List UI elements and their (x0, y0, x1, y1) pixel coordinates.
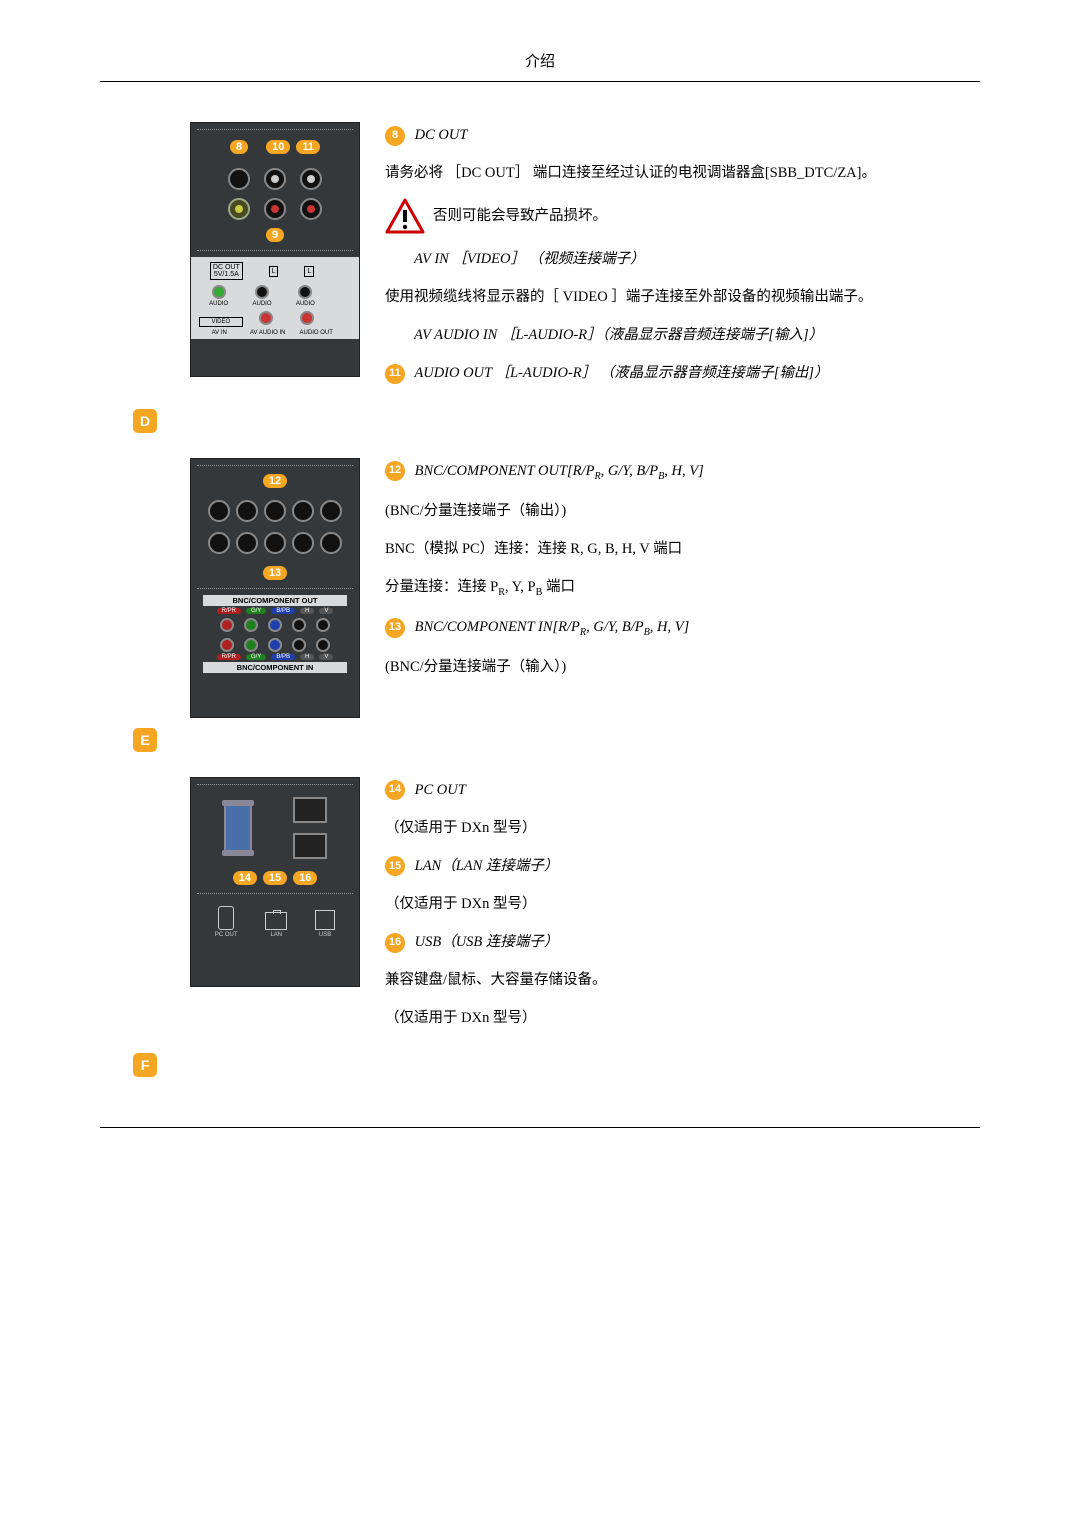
footer-rule (100, 1127, 980, 1128)
port-audio-l-top (264, 168, 286, 190)
panel1-badge-10: 10 (266, 140, 290, 154)
pc-out-connector (224, 803, 252, 853)
side-d-row: D (100, 409, 980, 433)
port-video (228, 198, 250, 220)
page-title: 介绍 (100, 50, 980, 82)
panel1-badge-8: 8 (230, 140, 248, 154)
bnc-in-r (208, 532, 230, 554)
dc-out-desc: 请务必将 ［DC OUT］ 端口连接至经过认证的电视调谐器盒[SBB_DTC/Z… (385, 160, 940, 186)
bnc-in-g (236, 532, 258, 554)
av-in-desc: 使用视频缆线将显示器的［ VIDEO ］端子连接至外部设备的视频输出端子。 (385, 284, 940, 310)
section-e: 14 15 16 PC OUT LAN (100, 777, 980, 1044)
bnc-in-b (264, 532, 286, 554)
bnc-out-h (292, 500, 314, 522)
warning-text: 否则可能会导致产品损坏。 (433, 203, 607, 229)
num-16: 16 (385, 933, 405, 953)
side-e-row: E (100, 728, 980, 752)
bnc-analog: BNC（模拟 PC）连接：连接 R, G, B, H, V 端口 (385, 536, 940, 562)
bnc-out-g (236, 500, 258, 522)
page: 介绍 8 10 11 (0, 0, 1080, 1195)
port-audio-out-top (300, 168, 322, 190)
panel2-col: 12 13 (190, 458, 365, 718)
usb-desc: 兼容键盘/鼠标、大容量存储设备。 (385, 967, 940, 993)
component-conn: 分量连接：连接 PR, Y, PB 端口 (385, 574, 940, 602)
panel2-badge-12: 12 (263, 474, 287, 488)
bnc-out-r (208, 500, 230, 522)
warning-icon (385, 198, 425, 234)
panel3-col: 14 15 16 PC OUT LAN (190, 777, 365, 987)
dxn-only-2: （仅适用于 DXn 型号） (385, 891, 940, 917)
bnc-out-v (320, 500, 342, 522)
panel3-badge-14: 14 (233, 871, 257, 885)
bnc-out-sub: (BNC/分量连接端子（输出）) (385, 498, 940, 524)
num-13: 13 (385, 618, 405, 638)
panel1-badge-9: 9 (266, 228, 284, 242)
port-audio-r-top (264, 198, 286, 220)
port-audio-out-bot (300, 198, 322, 220)
side-badge-f: F (133, 1053, 157, 1077)
bnc-out-label: BNC/COMPONENT OUT (203, 595, 347, 606)
dxn-only-3: （仅适用于 DXn 型号） (385, 1005, 940, 1031)
bnc-out-b (264, 500, 286, 522)
panel3-badge-16: 16 (293, 871, 317, 885)
num-14: 14 (385, 780, 405, 800)
dxn-only-1: （仅适用于 DXn 型号） (385, 815, 940, 841)
lan-connector (293, 797, 327, 823)
side-f-row: F (100, 1053, 980, 1077)
num-8: 8 (385, 126, 405, 146)
panel1-label-strip: DC OUT 5V/1.5A L L AUDIO AUDIO (191, 257, 359, 339)
text-14-16: 14 PC OUT （仅适用于 DXn 型号） 15 LAN（LAN 连接端子）… (385, 777, 940, 1044)
panel1: 8 10 11 (190, 122, 360, 377)
bnc-in-sub: (BNC/分量连接端子（输入）) (385, 654, 940, 680)
panel2: 12 13 (190, 458, 360, 718)
section-c: 8 10 11 (100, 122, 980, 399)
panel2-badge-13: 13 (263, 566, 287, 580)
section-d: 12 13 (100, 458, 980, 718)
num-12: 12 (385, 461, 405, 481)
num-15: 15 (385, 856, 405, 876)
av-audio-in-title: AV AUDIO IN ［L-AUDIO-R］（液晶显示器音频连接端子[输入]） (385, 322, 940, 348)
panel3-badge-15: 15 (263, 871, 287, 885)
panel3: 14 15 16 PC OUT LAN (190, 777, 360, 987)
av-in-title: AV IN ［VIDEO］ （视频连接端子） (385, 246, 940, 272)
side-badge-e: E (133, 728, 157, 752)
bnc-in-h (292, 532, 314, 554)
port-dc-out (228, 168, 250, 190)
bnc-in-label: BNC/COMPONENT IN (203, 662, 347, 673)
panel1-badge-11: 11 (296, 140, 320, 154)
num-11: 11 (385, 364, 405, 384)
bnc-in-v (320, 532, 342, 554)
usb-connector (293, 833, 327, 859)
text-8-11: 8 DC OUT 请务必将 ［DC OUT］ 端口连接至经过认证的电视调谐器盒[… (385, 122, 940, 399)
side-badge-d: D (133, 409, 157, 433)
panel1-col: 8 10 11 (190, 122, 365, 377)
text-12-13: 12 BNC/COMPONENT OUT[R/PR, G/Y, B/PB, H,… (385, 458, 940, 693)
